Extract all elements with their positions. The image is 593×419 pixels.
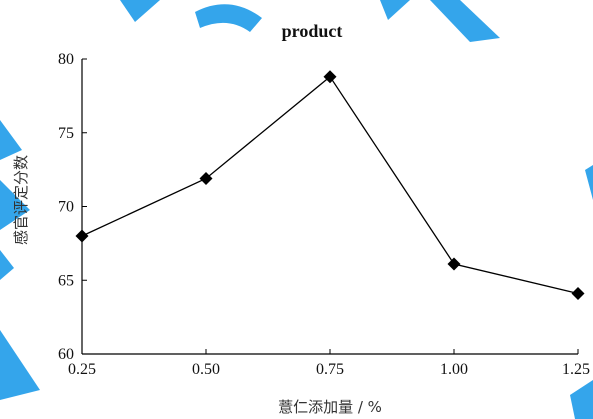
watermark-shape-10: [570, 380, 593, 419]
x-tick-label: 1.00: [440, 361, 468, 378]
watermark-shape-3: [380, 0, 410, 20]
x-tick-label: 0.75: [316, 361, 344, 378]
watermark-shape-1: [120, 0, 160, 22]
x-tick-label: 0.25: [68, 361, 96, 378]
watermark-shape-5: [0, 120, 22, 160]
x-axis-label: 薏仁添加量 / %: [278, 398, 382, 416]
watermark-shape-9: [585, 165, 593, 200]
series-points: [75, 70, 585, 301]
data-point: [75, 229, 89, 243]
y-tick-label: 60: [58, 346, 74, 363]
y-tick-label: 75: [58, 125, 74, 142]
series-line: [81, 75, 579, 295]
axes: [81, 59, 578, 355]
data-point: [199, 171, 213, 185]
y-tick-label: 70: [58, 199, 74, 216]
y-tick-label: 65: [58, 272, 74, 289]
data-point: [323, 70, 337, 84]
watermark-shape-8: [0, 330, 40, 400]
chart-title: product: [282, 21, 343, 41]
data-point: [571, 287, 585, 301]
watermark-shape-7: [0, 250, 14, 280]
x-tick-label: 0.50: [192, 361, 220, 378]
y-axis-label: 感官评定分数: [12, 155, 30, 245]
watermark-shape-6: [0, 180, 30, 230]
data-point: [447, 257, 461, 271]
x-tick-label: 1.25: [562, 361, 590, 378]
tick-group: 60 65 70 75 80 0.25 0.50 0.75 1.00 1.25: [58, 51, 590, 378]
series-lines: [81, 75, 579, 295]
watermark-shape-4: [430, 0, 500, 42]
watermark-shape-2: [195, 4, 262, 33]
y-tick-label: 80: [58, 51, 74, 68]
